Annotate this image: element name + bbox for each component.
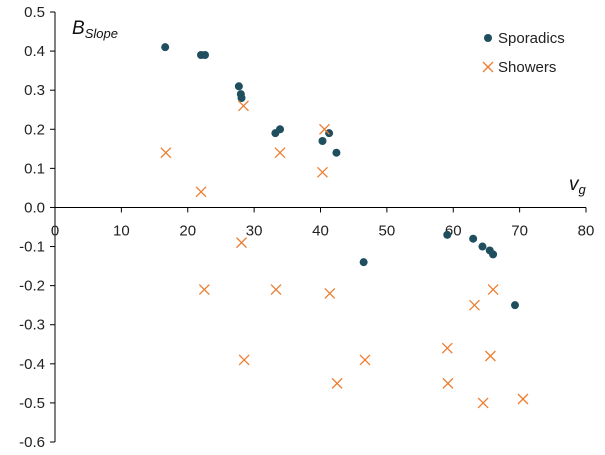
legend-marker-sporadics <box>484 34 492 42</box>
point-showers <box>195 186 207 198</box>
y-tick-label: -0.6 <box>19 434 45 451</box>
point-showers <box>160 147 172 159</box>
point-showers <box>477 397 489 409</box>
point-showers <box>270 284 282 296</box>
y-tick-label: 0.1 <box>24 160 45 177</box>
point-showers <box>238 354 250 366</box>
point-sporadics <box>234 82 243 91</box>
data-points <box>160 43 529 409</box>
point-sporadics <box>478 242 487 251</box>
legend-label-showers: Showers <box>498 59 556 76</box>
point-sporadics <box>276 125 285 134</box>
x-tick-label: 50 <box>379 222 396 239</box>
point-showers <box>442 377 454 389</box>
point-sporadics <box>237 94 246 102</box>
y-tick-label: -0.4 <box>19 356 45 373</box>
point-sporadics <box>332 148 341 157</box>
y-tick-label: 0.0 <box>24 199 45 216</box>
point-showers <box>319 123 330 135</box>
point-showers <box>198 284 210 296</box>
point-sporadics <box>359 258 368 267</box>
y-tick-label: -0.2 <box>19 278 45 295</box>
y-axis-title: BSlope <box>72 18 118 41</box>
y-axis-title-main: B <box>72 18 85 39</box>
point-sporadics <box>161 43 170 52</box>
point-sporadics <box>510 301 519 310</box>
x-tick-label: 40 <box>312 222 329 239</box>
point-showers <box>484 350 496 362</box>
x-axis-title-main: v <box>569 174 580 195</box>
point-showers <box>517 393 529 405</box>
x-tick-label: 20 <box>179 222 196 239</box>
axes <box>50 11 587 443</box>
legend: Sporadics Showers <box>482 30 565 76</box>
x-tick-label: 10 <box>113 222 130 239</box>
legend-label-sporadics: Sporadics <box>498 30 565 47</box>
y-tick-label: -0.3 <box>19 317 45 334</box>
point-showers <box>441 342 453 354</box>
point-showers <box>236 237 247 249</box>
x-tick-label: 80 <box>578 222 595 239</box>
y-tick-label: 0.5 <box>24 4 45 21</box>
x-tick-label: 30 <box>246 222 263 239</box>
y-tick-label: 0.2 <box>24 121 45 138</box>
y-tick-label: -0.5 <box>19 395 45 412</box>
x-tick-label: 70 <box>511 222 528 239</box>
point-showers <box>359 354 371 366</box>
point-showers <box>274 147 286 159</box>
point-sporadics <box>469 234 478 243</box>
point-showers <box>324 287 336 299</box>
y-tick-label: 0.4 <box>24 43 45 60</box>
x-axis-title: vg <box>569 174 587 197</box>
point-showers <box>487 284 499 296</box>
y-tick-label: 0.3 <box>24 82 45 99</box>
legend-marker-showers <box>482 61 494 73</box>
point-showers <box>331 377 343 389</box>
point-sporadics <box>318 137 327 145</box>
y-tick-label: -0.1 <box>19 239 45 256</box>
tick-labels: 0.5 0.4 0.3 0.2 0.1 0.0 -0.1 -0.2 -0.3 -0.4 -0.5 -0… <box>19 4 594 451</box>
point-showers <box>238 100 249 112</box>
point-showers <box>469 299 480 311</box>
point-sporadics <box>201 51 210 59</box>
point-sporadics <box>443 230 452 239</box>
point-showers <box>317 166 328 178</box>
x-tick-label: 0 <box>51 222 59 239</box>
point-sporadics <box>489 250 498 259</box>
y-axis-title-sub: Slope <box>85 26 118 41</box>
x-axis-title-sub: g <box>579 182 587 197</box>
